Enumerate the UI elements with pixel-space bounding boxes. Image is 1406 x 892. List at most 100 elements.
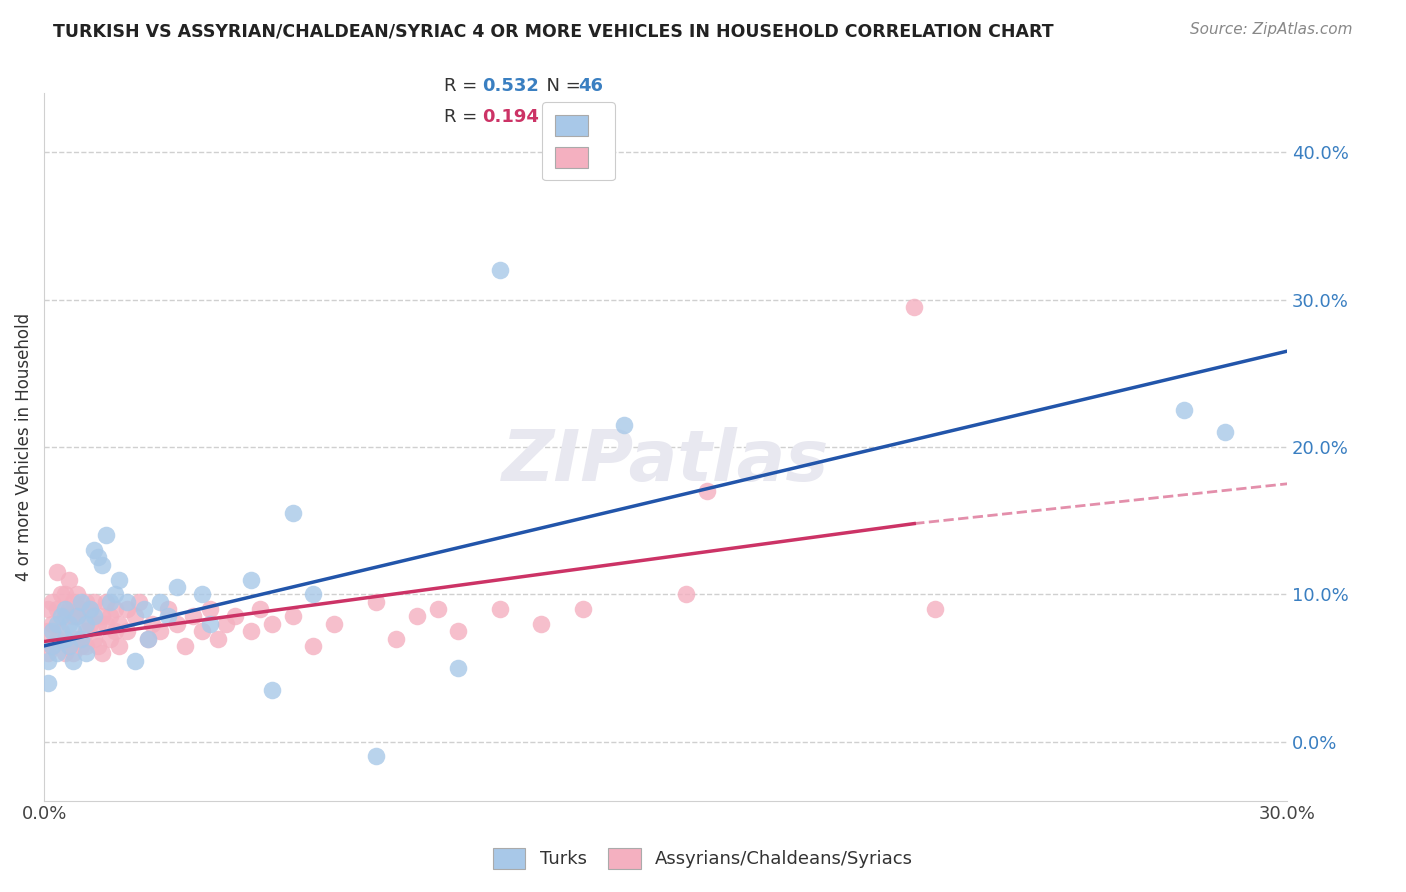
Point — [91, 558, 114, 572]
Point — [45, 565, 67, 579]
Point — [198, 616, 221, 631]
Point — [215, 616, 238, 631]
Point — [149, 624, 172, 639]
Point — [100, 632, 122, 646]
Point — [53, 646, 76, 660]
Point — [41, 639, 63, 653]
Point — [83, 543, 105, 558]
Point — [115, 602, 138, 616]
Point — [107, 639, 129, 653]
Point — [58, 602, 80, 616]
Point — [62, 595, 84, 609]
Point — [530, 616, 553, 631]
Point — [91, 609, 114, 624]
Text: TURKISH VS ASSYRIAN/CHALDEAN/SYRIAC 4 OR MORE VEHICLES IN HOUSEHOLD CORRELATION : TURKISH VS ASSYRIAN/CHALDEAN/SYRIAC 4 OR… — [53, 22, 1054, 40]
Point — [124, 654, 146, 668]
Point — [41, 624, 63, 639]
Point — [83, 595, 105, 609]
Point — [207, 632, 229, 646]
Point — [83, 632, 105, 646]
Point — [58, 639, 80, 653]
Point — [166, 616, 188, 631]
Legend: , : , — [543, 103, 614, 180]
Point — [103, 624, 125, 639]
Point — [79, 602, 101, 616]
Text: 46: 46 — [579, 78, 603, 95]
Point — [364, 595, 387, 609]
Point — [136, 632, 159, 646]
Point — [1213, 425, 1236, 440]
Point — [675, 587, 697, 601]
Point — [53, 609, 76, 624]
Point — [49, 609, 72, 624]
Point — [96, 528, 118, 542]
Point — [53, 632, 76, 646]
Point — [613, 417, 636, 432]
Point — [302, 587, 325, 601]
Text: 78: 78 — [579, 108, 603, 127]
Point — [124, 609, 146, 624]
Point — [87, 616, 110, 631]
Point — [181, 609, 204, 624]
Point — [49, 587, 72, 601]
Point — [75, 595, 97, 609]
Point — [37, 675, 59, 690]
Point — [190, 587, 212, 601]
Point — [70, 632, 93, 646]
Point — [96, 616, 118, 631]
Point — [249, 602, 271, 616]
Point — [37, 654, 59, 668]
Point — [41, 639, 63, 653]
Point — [75, 616, 97, 631]
Point — [136, 632, 159, 646]
Point — [100, 609, 122, 624]
Point — [240, 624, 263, 639]
Point — [66, 609, 89, 624]
Point — [571, 602, 593, 616]
Point — [66, 609, 89, 624]
Point — [87, 639, 110, 653]
Point — [103, 587, 125, 601]
Text: R =: R = — [444, 78, 484, 95]
Point — [62, 654, 84, 668]
Text: Source: ZipAtlas.com: Source: ZipAtlas.com — [1189, 22, 1353, 37]
Point — [132, 602, 155, 616]
Y-axis label: 4 or more Vehicles in Household: 4 or more Vehicles in Household — [15, 313, 32, 581]
Point — [45, 646, 67, 660]
Point — [83, 609, 105, 624]
Point — [281, 506, 304, 520]
Point — [75, 639, 97, 653]
Point — [58, 639, 80, 653]
Point — [240, 573, 263, 587]
Point — [149, 595, 172, 609]
Point — [385, 632, 408, 646]
Point — [66, 632, 89, 646]
Point — [141, 616, 163, 631]
Point — [364, 749, 387, 764]
Point — [62, 609, 84, 624]
Point — [224, 609, 246, 624]
Point — [58, 573, 80, 587]
Point — [489, 263, 512, 277]
Legend: Turks, Assyrians/Chaldeans/Syriacs: Turks, Assyrians/Chaldeans/Syriacs — [485, 840, 921, 876]
Point — [260, 616, 283, 631]
Point — [49, 624, 72, 639]
Point — [302, 639, 325, 653]
Point — [157, 602, 180, 616]
Point — [157, 609, 180, 624]
Point — [115, 595, 138, 609]
Point — [198, 602, 221, 616]
Point — [37, 624, 59, 639]
Point — [41, 595, 63, 609]
Point — [107, 616, 129, 631]
Point — [53, 587, 76, 601]
Point — [1173, 403, 1195, 417]
Point — [281, 609, 304, 624]
Point — [70, 595, 93, 609]
Text: N =: N = — [536, 78, 586, 95]
Point — [62, 624, 84, 639]
Point — [107, 573, 129, 587]
Point — [323, 616, 346, 631]
Text: N =: N = — [536, 108, 586, 127]
Point — [45, 602, 67, 616]
